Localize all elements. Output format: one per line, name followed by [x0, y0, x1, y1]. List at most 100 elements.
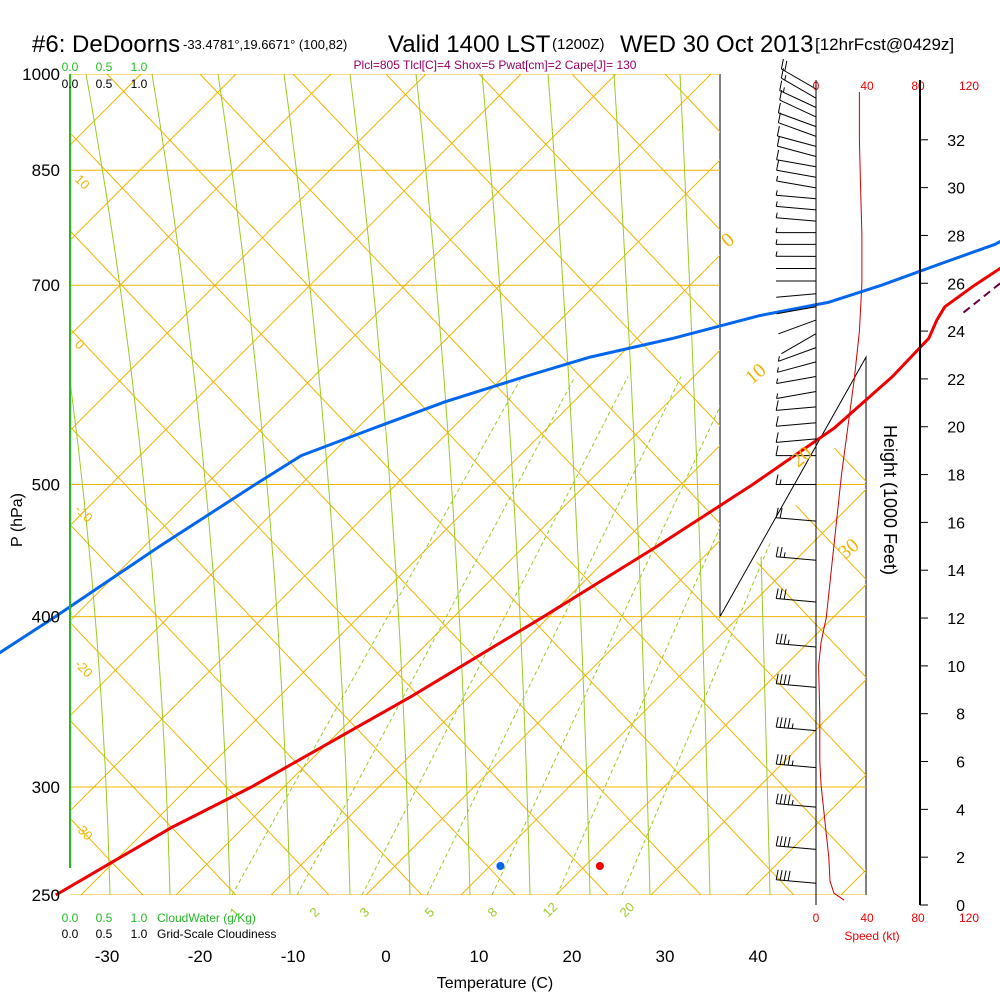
wind-barb-half-flag	[776, 367, 779, 373]
wind-barb-flag	[775, 793, 779, 804]
isotherm-line	[199, 74, 866, 895]
chart-header: #6: DeDoorns -33.4781°,19.6671° (100,82)…	[32, 31, 954, 72]
moist-adiabat-line	[415, 74, 471, 895]
moist-adiabat-line	[283, 74, 351, 895]
dry-adiabat-line	[555, 74, 866, 895]
wind-barb-half-flag	[787, 639, 790, 645]
wind-barb-staff	[776, 406, 817, 411]
wind-barb	[780, 58, 817, 90]
isotherm-line	[70, 74, 702, 895]
temperature-tick-label: 10	[470, 947, 489, 966]
wind-barb-staff	[776, 194, 817, 200]
wind-barb-flag	[783, 836, 787, 847]
wind-barb-flag	[787, 718, 791, 729]
wind-barb-half-flag	[784, 75, 787, 81]
wind-barb	[776, 376, 817, 384]
wind-barb-flag	[779, 674, 783, 685]
wind-barb-flag	[779, 870, 783, 881]
mixing-ratio-line	[231, 376, 523, 895]
wind-barb-flag	[776, 160, 780, 171]
dry-adiabat-line	[70, 74, 712, 895]
height-tick-label: 12	[947, 611, 965, 628]
surface-dewpoint-marker	[496, 862, 505, 870]
cloudwater-tick-top: 0.0	[62, 60, 79, 74]
wind-barb	[775, 546, 817, 561]
wind-barb	[781, 333, 817, 355]
dry-adiabat-line	[70, 74, 807, 895]
isotherm-label: 10	[72, 172, 93, 193]
background-grid	[719, 74, 867, 895]
x-axis-title: Temperature (C)	[437, 975, 553, 992]
wind-barb	[775, 201, 817, 211]
wind-barb-half-flag	[775, 239, 778, 245]
wind-barb	[779, 80, 817, 108]
wind-barb	[775, 588, 817, 603]
wind-barb	[776, 306, 817, 315]
height-tick-label: 10	[947, 659, 965, 676]
wind-barb	[775, 212, 817, 222]
wind-barb-staff	[776, 205, 817, 211]
cloudiness-tick-bottom: 0.5	[96, 927, 113, 941]
wind-barb-flag	[783, 754, 787, 765]
mixing-ratio-label: 20	[617, 899, 638, 920]
wind-barb	[775, 445, 817, 457]
wind-barb-half-flag	[782, 87, 785, 93]
sounding-profiles	[0, 92, 1000, 901]
isotherm-line	[70, 74, 237, 895]
moist-adiabat-line	[547, 74, 591, 895]
wind-speed-profile	[818, 92, 863, 901]
isotherm-line	[292, 74, 866, 895]
wind-barb-flag	[783, 589, 787, 600]
wind-barb	[775, 793, 817, 808]
wind-barb-staff	[778, 122, 817, 137]
height-tick-label: 24	[947, 324, 965, 341]
valid-time: Valid 1400 LST	[388, 31, 551, 58]
mixing-ratio-line	[361, 376, 629, 895]
wind-barb-flag	[776, 125, 780, 137]
temperature-tick-label: -10	[281, 947, 306, 966]
wind-barb-flag	[775, 717, 779, 728]
wind-barb-flag	[776, 149, 780, 160]
speed-tick-bottom: 40	[860, 911, 874, 925]
wind-barb	[775, 869, 817, 884]
wind-barb-flag	[779, 754, 783, 765]
moist-adiabat-line	[151, 74, 231, 895]
wind-barb-half-flag	[791, 799, 794, 806]
wind-barb-half-flag	[775, 190, 778, 196]
wind-barb-staff	[776, 306, 817, 315]
wind-barb-flag	[775, 754, 779, 765]
dewpoint-profile	[0, 240, 1000, 655]
wind-barb	[775, 507, 817, 522]
wind-barb-flag	[787, 674, 791, 685]
wind-barb-flag	[777, 112, 781, 123]
wind-barb-staff	[776, 169, 817, 178]
wind-barb	[775, 474, 816, 485]
wind-barb-staff	[776, 683, 817, 688]
wind-barb	[776, 125, 817, 147]
pressure-tick-label: 500	[32, 476, 60, 495]
speed-tick-top: 120	[959, 79, 979, 93]
height-tick-label: 8	[956, 707, 965, 724]
cloudiness-tick-top: 0.5	[96, 77, 113, 91]
wind-barb-flag	[779, 507, 783, 519]
height-tick-label: 20	[947, 420, 965, 437]
temperature-tick-label: 40	[749, 947, 768, 966]
wind-barb	[776, 175, 817, 189]
cloudwater-tick-top: 0.5	[96, 60, 113, 74]
cloudiness-tick-top: 0.0	[62, 77, 79, 91]
adiabat-label: 10	[741, 359, 770, 389]
wind-barb-staff	[776, 845, 817, 850]
surface-temperature-marker	[595, 862, 604, 870]
wind-barb-flag	[775, 445, 779, 456]
temperature-tick-label: 30	[656, 947, 675, 966]
wind-barb-half-flag	[777, 356, 780, 362]
height-tick-label: 28	[947, 228, 965, 245]
wind-barb-half-flag	[783, 552, 786, 558]
wind-barb-half-flag	[775, 227, 778, 233]
wind-barb-staff	[776, 556, 817, 561]
isotherm-line	[70, 74, 609, 895]
wind-barb-flag	[787, 836, 791, 848]
moist-adiabat-line	[679, 74, 711, 895]
wind-barb-flag	[775, 507, 779, 518]
speed-tick-top: 80	[911, 79, 925, 93]
